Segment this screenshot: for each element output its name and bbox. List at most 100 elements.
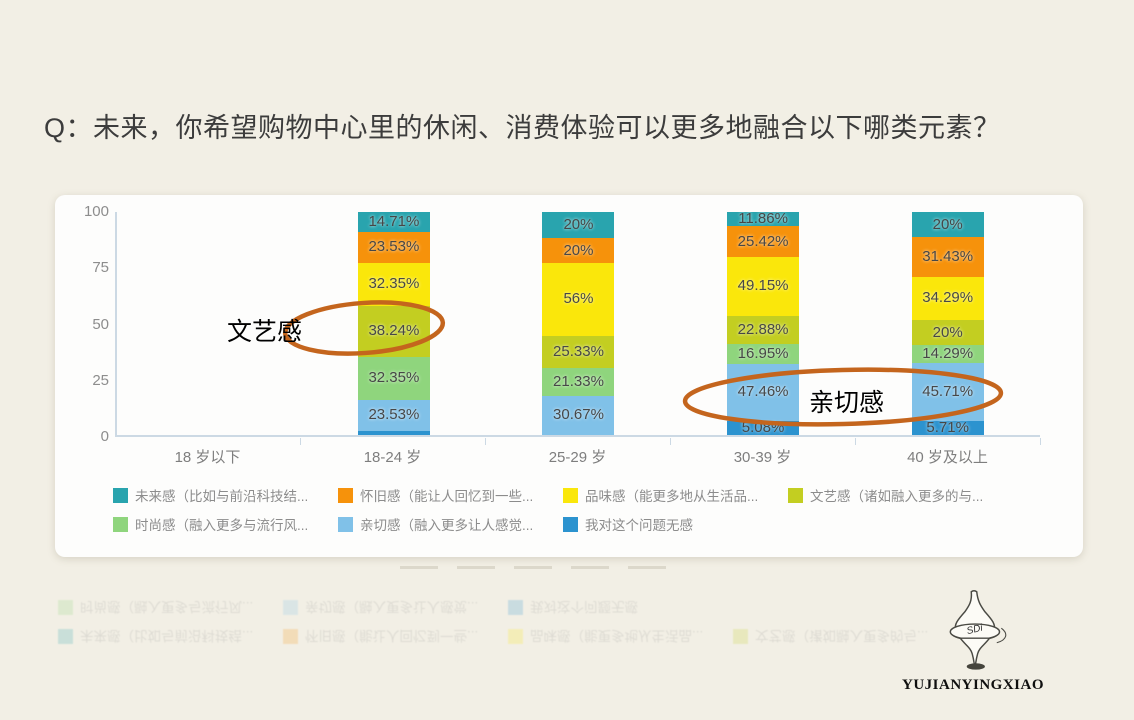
bar-segment: 20% (911, 320, 984, 346)
legend-label: 怀旧感（能让人回忆到一些... (360, 489, 534, 504)
legend-label: 时尚感（融入更多与流行风... (80, 599, 254, 614)
reflection-dash (400, 566, 438, 569)
annotation-ellipse-friendly (682, 367, 1004, 427)
reflection-dash (628, 566, 666, 569)
bar-segment: 49.15% (727, 256, 800, 316)
legend-label: 文艺感（诸如融入更多的与... (810, 489, 984, 504)
x-category-label: 40 岁及以上 (907, 449, 988, 466)
y-tick-label: 75 (92, 259, 109, 277)
legend-swatch (283, 629, 298, 645)
legend-label: 我对这个问题无感 (530, 599, 638, 614)
card-reflection: 未来感（比如与前沿科技结... 怀旧感（能让人回忆到一些... 品味感（能更多地从生… (55, 587, 1083, 647)
bar-segment: 31.43% (911, 237, 984, 277)
bar-segment: 30.67% (542, 395, 615, 435)
legend: 未来感（比如与前沿科技结... 怀旧感（能让人回忆到一些... 品味感（能更多地从生… (113, 485, 1013, 534)
bar-segment: 22.88% (727, 315, 800, 344)
stacked-bar: 20% 20% 56% 25.33% 21.33% 30.67% (542, 212, 615, 435)
bar-segment: 25.33% (542, 335, 615, 369)
legend-swatch (788, 487, 803, 503)
legend-item: 我对这个问题无感 (508, 598, 733, 618)
legend-item: 品味感（能更多地从生活品... (508, 627, 733, 647)
x-axis-tick (855, 438, 856, 445)
totem-text: SDi (966, 622, 985, 637)
legend-item: 怀旧感（能让人回忆到一些... (283, 627, 508, 647)
reflection-dash (571, 566, 609, 569)
bar-slot: 20% 20% 56% 25.33% 21.33% 30.67% (486, 212, 671, 435)
bar-segment: 20% (911, 212, 984, 238)
annotation-ellipse-artsy (282, 300, 446, 356)
bar-segment: 32.35% (357, 262, 430, 306)
bar-segment: 11.86% (727, 211, 800, 226)
legend-swatch (58, 629, 73, 645)
bar-segment: 56% (542, 263, 615, 336)
y-axis: 100 75 50 25 0 (69, 195, 109, 455)
legend-label: 品味感（能更多地从生活品... (585, 489, 759, 504)
bar-slot: 14.71% 23.53% 32.35% 38.24% 32.35% 23.53% (302, 212, 487, 435)
legend-label: 品味感（能更多地从生活品... (530, 628, 704, 643)
legend-label: 时尚感（融入更多与流行风... (135, 518, 309, 533)
legend-swatch (563, 487, 578, 503)
legend-label: 我对这个问题无感 (585, 518, 693, 533)
legend-item: 亲切感（融入更多让人感觉... (338, 514, 563, 534)
sdi-totem-logo: SDi (949, 589, 1007, 670)
bar-segment: 16.95% (727, 343, 800, 364)
x-axis-tick (1040, 438, 1041, 445)
legend-label: 未来感（比如与前沿科技结... (135, 489, 309, 504)
x-category-label: 18-24 岁 (363, 449, 422, 466)
bar-segment: 23.53% (357, 231, 430, 263)
legend-item: 未来感（比如与前沿科技结... (113, 485, 338, 505)
legend-label: 亲切感（融入更多让人感觉... (305, 599, 479, 614)
x-axis-labels: 18 岁以下 18-24 岁 25-29 岁 30-39 岁 40 岁及以上 (115, 446, 1040, 467)
legend-label: 文艺感（诸如融入更多的与... (755, 628, 929, 643)
legend-swatch (508, 629, 523, 645)
legend-swatch (338, 487, 353, 503)
bar-segment: 21.33% (542, 368, 615, 396)
legend-label: 怀旧感（能让人回忆到一些... (305, 628, 479, 643)
legend: 未来感（比如与前沿科技结... 怀旧感（能让人回忆到一些... 品味感（能更多地从生… (58, 598, 1086, 647)
legend-swatch (563, 516, 578, 532)
y-tick-label: 0 (100, 428, 109, 445)
bar-segment: 34.29% (911, 276, 984, 321)
x-category-label: 25-29 岁 (548, 449, 607, 466)
legend-item: 文艺感（诸如融入更多的与... (733, 627, 958, 647)
bar-segment: 14.71% (357, 212, 430, 232)
reflection-dash (514, 566, 552, 569)
bar-segment: 20% (542, 237, 615, 264)
legend-item: 未来感（比如与前沿科技结... (58, 627, 283, 647)
x-category-label: 18 岁以下 (174, 449, 241, 466)
bar-segment: 25.42% (727, 226, 800, 257)
legend-item: 亲切感（融入更多让人感觉... (283, 598, 508, 618)
legend-swatch (113, 487, 128, 503)
bar-segment: 14.29% (911, 345, 984, 364)
legend-item: 我对这个问题无感 (563, 514, 788, 534)
legend-swatch (113, 516, 128, 532)
annotation-label-artsy: 文艺感 (227, 318, 303, 346)
legend-swatch (338, 516, 353, 532)
legend-item: 品味感（能更多地从生活品... (563, 485, 788, 505)
bar-segment: 20% (542, 212, 615, 238)
bar-segment: 32.35% (357, 356, 430, 400)
stacked-bar: 14.71% 23.53% 32.35% 38.24% 32.35% 23.53% (357, 212, 430, 435)
reflection-dash (457, 566, 495, 569)
page-title: Q：未来，你希望购物中心里的休闲、消费体验可以更多地融合以下哪类元素？ (44, 113, 1001, 143)
legend-swatch (733, 629, 748, 645)
legend-swatch (58, 600, 73, 616)
annotation-label-friendly: 亲切感 (809, 389, 885, 417)
legend-label: 未来感（比如与前沿科技结... (80, 628, 254, 643)
legend-item: 文艺感（诸如融入更多的与... (788, 485, 1013, 505)
brand-text: YUJIANYINGXIAO (901, 677, 1044, 693)
legend-item: 时尚感（融入更多与流行风... (58, 598, 283, 618)
x-axis-tick (300, 438, 301, 445)
legend-item: 怀旧感（能让人回忆到一些... (338, 485, 563, 505)
x-category-label: 30-39 岁 (733, 449, 792, 466)
bar-segment (357, 431, 430, 435)
legend-swatch (283, 600, 298, 616)
legend-item: 时尚感（融入更多与流行风... (113, 514, 338, 534)
x-axis-tick (670, 438, 671, 445)
bar-segment: 23.53% (357, 399, 430, 432)
y-tick-label: 25 (92, 371, 109, 389)
legend-label: 亲切感（融入更多让人感觉... (360, 518, 534, 533)
y-tick-label: 100 (83, 203, 109, 220)
y-tick-label: 50 (92, 315, 109, 333)
legend-swatch (508, 600, 523, 616)
